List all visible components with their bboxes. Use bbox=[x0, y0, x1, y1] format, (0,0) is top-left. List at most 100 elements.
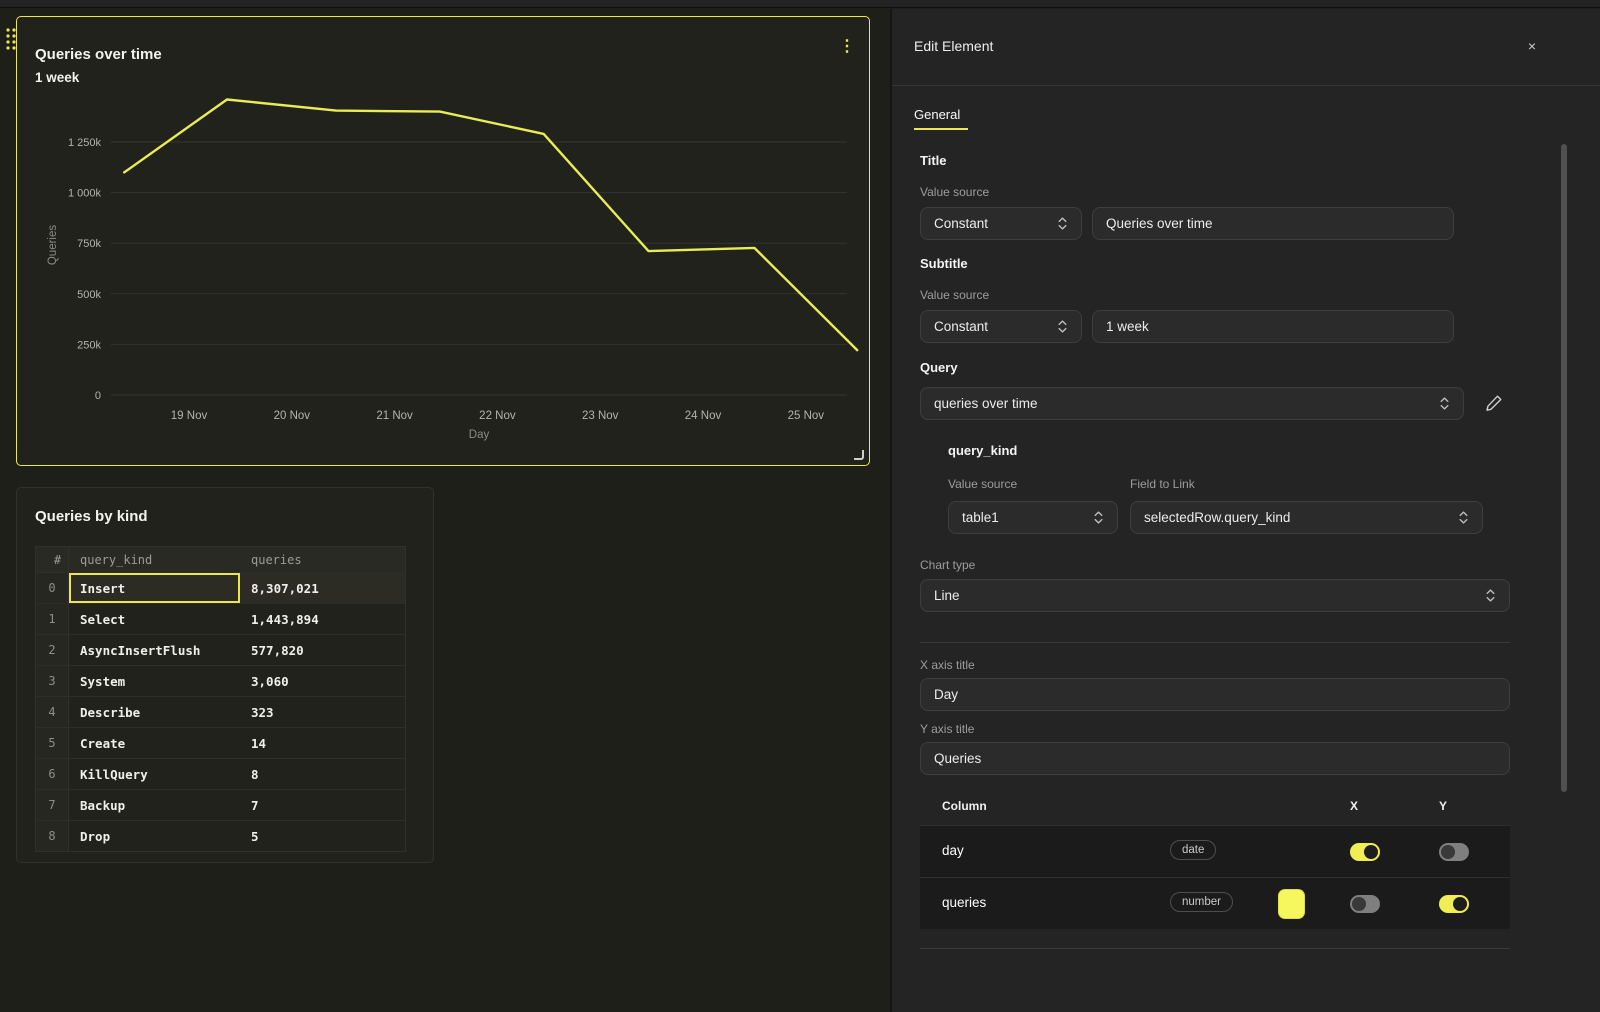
y-axis-title-input[interactable]: Queries bbox=[920, 742, 1510, 775]
queries-cell[interactable]: 3,060 bbox=[251, 673, 289, 689]
row-index-cell: 7 bbox=[36, 790, 69, 820]
toggle-knob bbox=[1352, 897, 1366, 911]
drag-handle-icon[interactable] bbox=[5, 27, 17, 51]
field-to-link-dropdown[interactable]: selectedRow.query_kind bbox=[1130, 501, 1483, 534]
subtitle-source-dropdown[interactable]: Constant bbox=[920, 310, 1082, 343]
query-dropdown[interactable]: queries over time bbox=[920, 387, 1464, 420]
x-toggle[interactable] bbox=[1350, 843, 1380, 861]
queries-cell[interactable]: 577,820 bbox=[251, 642, 304, 658]
chart-panel[interactable]: 0 250k 500k 750k 1 000k 1 250k 19 Nov 20 Nov 21 … bbox=[16, 16, 870, 466]
select-caret-icon bbox=[1057, 319, 1068, 334]
subtitle-value-text: 1 week bbox=[1106, 319, 1149, 334]
queries-cell[interactable]: 5 bbox=[251, 828, 259, 844]
resize-handle-icon[interactable] bbox=[854, 450, 864, 460]
query-kind-cell[interactable]: Describe bbox=[80, 704, 141, 720]
query-kind-cell[interactable]: KillQuery bbox=[80, 766, 148, 782]
chart-type-label: Chart type bbox=[920, 558, 976, 572]
toggle-knob bbox=[1441, 845, 1455, 859]
scrollbar-thumb[interactable] bbox=[1561, 144, 1567, 792]
title-value-text: Queries over time bbox=[1106, 216, 1213, 231]
x-toggle[interactable] bbox=[1350, 895, 1380, 913]
select-caret-icon bbox=[1093, 510, 1104, 525]
table-panel[interactable]: Queries by kind # query_kind queries 0 Inser… bbox=[16, 487, 434, 863]
y-tick-label: 1 000k bbox=[68, 188, 102, 200]
queries-cell[interactable]: 1,443,894 bbox=[251, 611, 319, 627]
x-tick-label: 24 Nov bbox=[685, 410, 722, 422]
table-row[interactable]: 3 System 3,060 bbox=[36, 665, 405, 696]
close-icon[interactable]: × bbox=[1527, 38, 1537, 54]
table-row[interactable]: 6 KillQuery 8 bbox=[36, 758, 405, 789]
color-swatch[interactable] bbox=[1278, 889, 1305, 919]
query-kind-cell[interactable]: Create bbox=[80, 735, 126, 751]
title-section-heading: Title bbox=[920, 153, 947, 168]
title-value-input[interactable]: Queries over time bbox=[1092, 207, 1454, 240]
select-caret-icon bbox=[1439, 396, 1450, 411]
query-kind-cell[interactable]: AsyncInsertFlush bbox=[80, 642, 201, 658]
table-row[interactable]: 0 Insert 8,307,021 bbox=[36, 572, 405, 603]
query-kind-cell[interactable]: Drop bbox=[80, 828, 111, 844]
query-kind-cell[interactable]: Select bbox=[80, 611, 126, 627]
section-divider bbox=[920, 642, 1510, 643]
y-tick-label: 250k bbox=[77, 339, 101, 351]
y-toggle[interactable] bbox=[1439, 895, 1469, 913]
table-row[interactable]: 7 Backup 7 bbox=[36, 789, 405, 820]
queries-cell[interactable]: 14 bbox=[251, 735, 267, 751]
y-header: Y bbox=[1439, 799, 1448, 813]
header-divider bbox=[892, 85, 1600, 86]
query-kind-source-value: table1 bbox=[962, 510, 999, 525]
x-tick-label: 22 Nov bbox=[479, 410, 516, 422]
row-index-cell: 6 bbox=[36, 759, 69, 789]
query-selected-value: queries over time bbox=[934, 396, 1038, 411]
query-kind-heading: query_kind bbox=[948, 443, 1018, 458]
columns-table-row: day date bbox=[920, 825, 1510, 877]
queries-cell[interactable]: 7 bbox=[251, 797, 259, 813]
y-tick-label: 500k bbox=[77, 289, 101, 301]
queries-cell[interactable]: 8,307,021 bbox=[251, 580, 319, 596]
row-index-cell: 4 bbox=[36, 697, 69, 727]
query-kind-cell[interactable]: System bbox=[80, 673, 126, 689]
queries-cell[interactable]: 323 bbox=[251, 704, 274, 720]
panel-menu-icon[interactable]: ⋮ bbox=[839, 38, 855, 55]
column-name: queries bbox=[942, 895, 987, 910]
select-caret-icon bbox=[1057, 216, 1068, 231]
table-row[interactable]: 5 Create 14 bbox=[36, 727, 405, 758]
query-kind-source-dropdown[interactable]: table1 bbox=[948, 501, 1118, 534]
x-header: X bbox=[1350, 799, 1359, 813]
columns-table-row: queries number bbox=[920, 877, 1510, 929]
table-row[interactable]: 1 Select 1,443,894 bbox=[36, 603, 405, 634]
table-row[interactable]: 8 Drop 5 bbox=[36, 820, 405, 851]
edit-query-pencil-icon[interactable] bbox=[1484, 393, 1504, 413]
query-kind-cell[interactable]: Backup bbox=[80, 797, 126, 813]
x-axis-label: Day bbox=[469, 429, 490, 441]
table-header-row: # query_kind queries bbox=[36, 547, 405, 572]
type-badge: date bbox=[1170, 840, 1217, 860]
column-header: Column bbox=[942, 799, 987, 813]
edit-element-title: Edit Element bbox=[914, 38, 994, 54]
type-badge: number bbox=[1170, 892, 1233, 912]
title-source-dropdown[interactable]: Constant bbox=[920, 207, 1082, 240]
chart-panel-subtitle: 1 week bbox=[35, 70, 80, 85]
x-axis-title-input[interactable]: Day bbox=[920, 678, 1510, 711]
subtitle-value-input[interactable]: 1 week bbox=[1092, 310, 1454, 343]
y-toggle[interactable] bbox=[1439, 843, 1469, 861]
row-index-cell: 8 bbox=[36, 821, 69, 851]
queries-cell[interactable]: 8 bbox=[251, 766, 259, 782]
tab-general[interactable]: General bbox=[914, 107, 961, 122]
x-tick-label: 20 Nov bbox=[274, 410, 311, 422]
query-kind-cell[interactable]: Insert bbox=[69, 573, 240, 603]
query-section-heading: Query bbox=[920, 360, 958, 375]
select-caret-icon bbox=[1485, 588, 1496, 603]
query-kind-value-source-label: Value source bbox=[948, 477, 1018, 491]
col-header-query-kind: query_kind bbox=[80, 552, 153, 567]
chart-type-dropdown[interactable]: Line bbox=[920, 579, 1510, 612]
edit-element-panel: Edit Element × General Title Value sourc… bbox=[890, 9, 1600, 1012]
field-to-link-value: selectedRow.query_kind bbox=[1144, 510, 1291, 525]
table-row[interactable]: 4 Describe 323 bbox=[36, 696, 405, 727]
row-index-cell: 3 bbox=[36, 666, 69, 696]
y-axis-label: Queries bbox=[47, 225, 59, 266]
title-value-source-label: Value source bbox=[920, 185, 990, 199]
row-index-cell: 5 bbox=[36, 728, 69, 758]
series-line bbox=[122, 98, 859, 352]
table-row[interactable]: 2 AsyncInsertFlush 577,820 bbox=[36, 634, 405, 665]
section-divider bbox=[920, 948, 1510, 949]
